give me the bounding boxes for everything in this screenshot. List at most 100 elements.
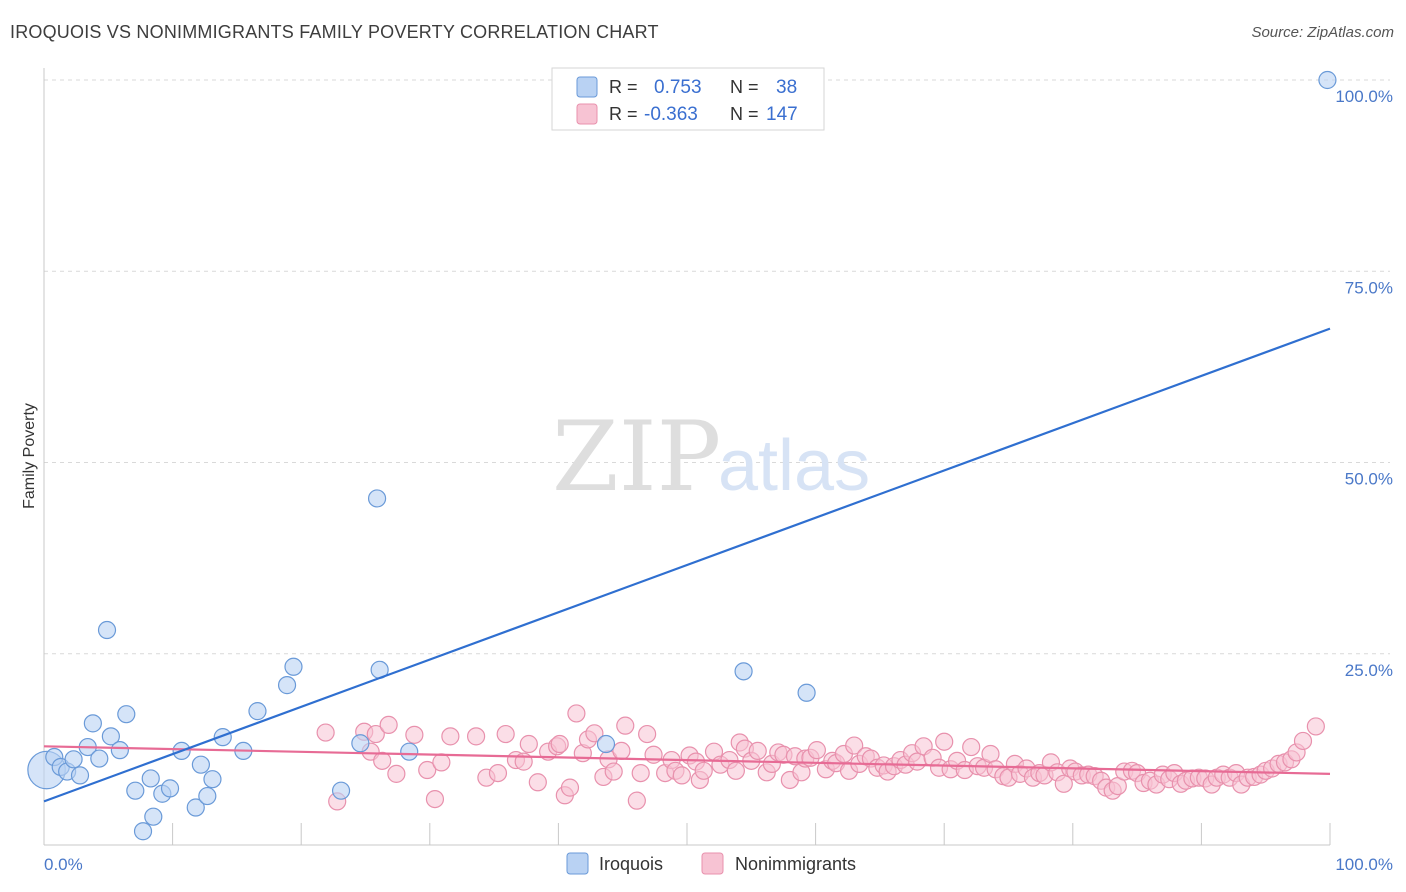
watermark-zip: ZIP [552,401,721,513]
source-credit: Source: ZipAtlas.com [1251,24,1394,41]
nonimmigrants-point-36 [631,763,650,783]
stats-legend: R = 0.753 N = 38 R = -0.363 N = 147 [551,67,825,131]
iroquois-point-14 [133,822,153,841]
grid-lines [44,79,1390,655]
x-tick-labels: 0.0% 100.0% [44,855,1393,874]
iroquois-swatch [576,76,598,98]
iroquois-point-21 [191,755,210,774]
nonimmigrants-point-16 [496,724,515,744]
iroquois-point-7 [83,714,102,733]
legend-nonimmigrants-swatch [701,852,724,875]
y-tick-label-100: 100.0% [1335,87,1393,106]
iroquois-point-13 [126,781,145,800]
nonimmigrants-point-34 [616,716,635,735]
nonimmigrants-points [316,704,1325,811]
iroquois-n-value: 38 [776,77,797,98]
iroquois-point-28 [284,657,303,676]
nonimmigrants-point-11 [432,753,451,772]
iroquois-trendline [43,327,1331,803]
nonimmigrants-point-92 [981,744,1000,764]
nonimmigrants-point-64 [807,741,826,760]
trend-lines [43,327,1331,803]
legend-nonimmigrants-label: Nonimmigrants [735,854,856,874]
nonimmigrants-point-70 [845,736,864,755]
nonimmigrants-point-143 [1293,731,1313,751]
iroquois-point-18 [160,779,180,798]
iroquois-point-34 [596,734,616,754]
nonimmigrants-point-33 [612,741,631,761]
nonimmigrants-point-42 [672,766,691,785]
nonimmigrants-point-5 [373,751,392,770]
nonimmigrants-point-15 [488,763,508,783]
iroquois-point-29 [331,781,351,800]
iroquois-point-22 [198,786,217,806]
legend-iroquois-swatch [566,852,589,875]
iroquois-point-36 [797,683,816,702]
series-legend: Iroquois Nonimmigrants [566,852,856,875]
nonimmigrants-r-label: R = [609,104,638,124]
nonimmigrants-point-104 [1054,774,1073,793]
nonimmigrants-point-32 [604,762,623,781]
iroquois-point-37 [1318,70,1337,90]
nonimmigrants-point-12 [441,727,460,746]
nonimmigrants-point-35 [627,791,646,810]
nonimmigrants-point-46 [694,761,713,780]
nonimmigrants-point-6 [379,715,398,734]
iroquois-point-24 [213,728,232,747]
nonimmigrants-point-13 [466,727,486,746]
chart-title: IROQUOIS VS NONIMMIGRANTS FAMILY POVERTY… [10,22,659,42]
nonimmigrants-point-23 [550,734,569,754]
nonimmigrants-trendline [43,745,1331,775]
nonimmigrants-point-37 [638,724,657,744]
iroquois-point-10 [101,727,120,746]
nonimmigrants-point-4 [366,724,385,744]
nonimmigrants-point-26 [567,704,586,723]
iroquois-point-30 [351,734,370,753]
nonimmigrants-point-54 [748,741,767,761]
nonimmigrants-n-value: 147 [766,104,798,125]
y-axis-label: Family Poverty [21,403,38,509]
y-tick-labels: 25.0% 50.0% 75.0% 100.0% [1335,87,1393,680]
watermark: ZIP atlas [552,401,870,513]
nonimmigrants-point-9 [418,760,437,780]
nonimmigrants-point-50 [726,761,745,780]
x-tick-marks [43,823,1331,845]
nonimmigrants-swatch [576,103,598,125]
iroquois-point-11 [110,741,129,760]
y-tick-label-25: 25.0% [1345,661,1393,680]
iroquois-point-23 [203,770,222,789]
y-tick-label-50: 50.0% [1345,470,1393,489]
nonimmigrants-point-81 [908,752,927,771]
iroquois-r-label: R = [609,77,638,97]
nonimmigrants-point-20 [528,773,547,792]
nonimmigrants-r-value: -0.363 [644,104,698,125]
nonimmigrants-point-144 [1306,717,1325,736]
iroquois-point-15 [141,769,160,788]
y-tick-label-75: 75.0% [1345,278,1393,297]
x-tick-label-max: 100.0% [1335,855,1393,874]
nonimmigrants-point-8 [405,725,424,744]
nonimmigrants-point-38 [644,745,663,764]
legend-iroquois-label: Iroquois [599,854,663,874]
iroquois-point-4 [64,750,83,769]
nonimmigrants-point-19 [519,734,538,754]
iroquois-n-label: N = [730,77,759,97]
nonimmigrants-point-25 [560,778,580,797]
iroquois-point-8 [90,749,109,768]
nonimmigrants-n-label: N = [730,104,759,124]
iroquois-point-26 [248,702,267,721]
watermark-atlas: atlas [718,426,870,506]
nonimmigrants-point-29 [585,724,604,743]
nonimmigrants-point-10 [425,789,445,809]
iroquois-point-5 [70,766,90,785]
nonimmigrants-point-89 [962,737,981,757]
iroquois-point-27 [277,676,297,695]
nonimmigrants-point-0 [316,723,335,742]
iroquois-point-16 [144,807,163,826]
nonimmigrants-point-7 [387,764,406,783]
x-tick-label-min: 0.0% [44,855,83,874]
iroquois-point-33 [400,742,419,761]
iroquois-r-value: 0.753 [654,77,702,98]
iroquois-point-20 [186,798,205,817]
